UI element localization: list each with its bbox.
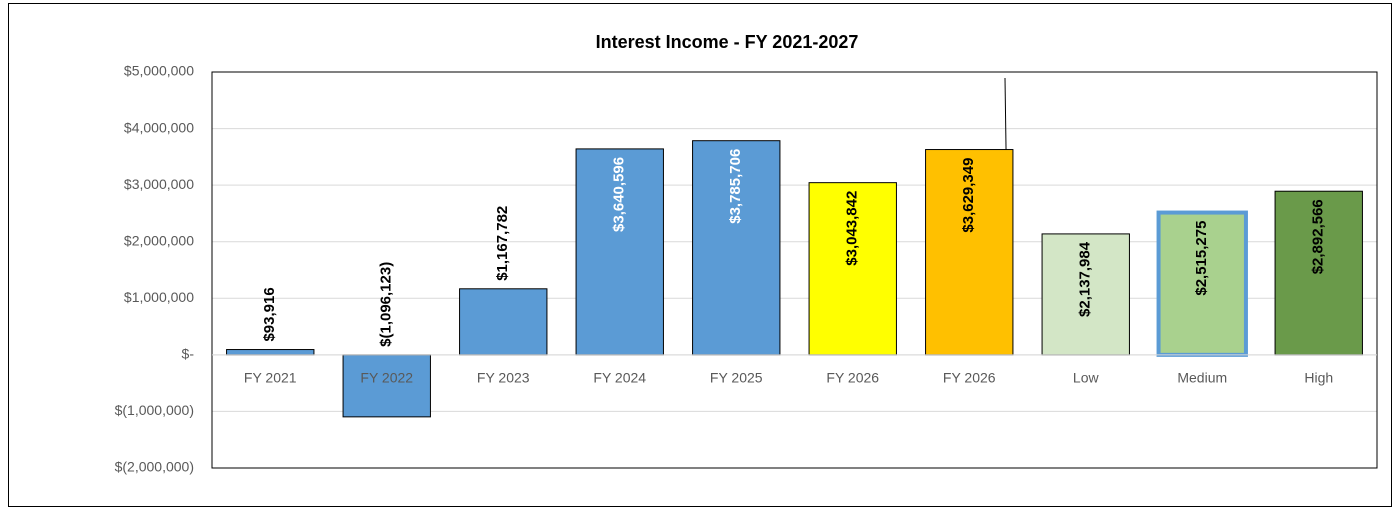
x-tick-label: FY 2026 bbox=[943, 370, 996, 386]
x-tick-label: FY 2023 bbox=[477, 370, 530, 386]
x-tick-label: FY 2021 bbox=[244, 370, 297, 386]
value-label: $2,515,275 bbox=[1193, 221, 1210, 296]
y-tick-label: $5,000,000 bbox=[124, 63, 194, 79]
y-tick-label: $(2,000,000) bbox=[115, 459, 194, 475]
chart-title: Interest Income - FY 2021-2027 bbox=[596, 32, 859, 52]
y-tick-label: $(1,000,000) bbox=[115, 402, 194, 418]
bar bbox=[226, 349, 315, 356]
value-label: $3,785,706 bbox=[727, 149, 744, 224]
x-tick-label: FY 2024 bbox=[593, 370, 646, 386]
x-tick-label: FY 2022 bbox=[360, 370, 413, 386]
bar bbox=[925, 149, 1014, 356]
x-tick-label: Low bbox=[1073, 370, 1100, 386]
bar bbox=[1041, 233, 1130, 356]
value-label: $2,892,566 bbox=[1310, 199, 1327, 274]
value-label: $2,137,984 bbox=[1077, 241, 1094, 317]
value-label: $3,629,349 bbox=[960, 158, 977, 233]
x-tick-label: FY 2025 bbox=[710, 370, 763, 386]
value-label: $3,043,842 bbox=[844, 191, 861, 266]
bar bbox=[1156, 210, 1248, 357]
value-label: $3,640,596 bbox=[611, 157, 628, 232]
y-tick-label: $1,000,000 bbox=[124, 289, 194, 305]
value-label: $93,916 bbox=[261, 287, 278, 341]
value-label: $1,167,782 bbox=[494, 206, 511, 281]
x-tick-label: High bbox=[1304, 370, 1333, 386]
y-tick-label: $2,000,000 bbox=[124, 232, 194, 248]
bar bbox=[692, 140, 781, 356]
bar bbox=[342, 354, 431, 418]
bar bbox=[808, 182, 897, 356]
value-label: $(1,096,123) bbox=[378, 262, 395, 347]
bar bbox=[575, 148, 664, 356]
y-tick-label: $- bbox=[182, 346, 195, 362]
bar bbox=[459, 288, 548, 356]
x-tick-label: Medium bbox=[1177, 370, 1227, 386]
x-tick-label: FY 2026 bbox=[826, 370, 879, 386]
plot-border bbox=[211, 71, 1378, 469]
y-tick-label: $3,000,000 bbox=[124, 176, 194, 192]
y-tick-label: $4,000,000 bbox=[124, 119, 194, 135]
